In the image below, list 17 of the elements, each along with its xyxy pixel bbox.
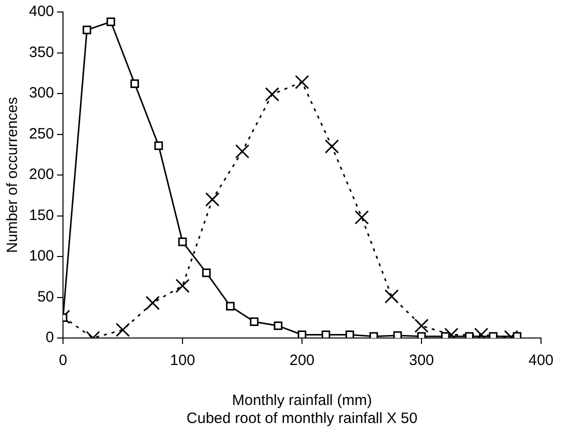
y-tick-label: 300 [28,84,54,102]
y-axis-title: Number of occurrences [4,97,22,253]
y-tick-label: 0 [46,329,54,346]
y-tick-label: 400 [28,3,54,20]
x-tick-label: 0 [58,352,68,370]
x-axis-title: Monthly rainfall (mm) [232,392,372,410]
y-tick-label: 50 [37,288,54,306]
y-tick-label: 250 [28,125,54,142]
x-tick-label: 400 [528,352,554,370]
text: Cubed root of monthly rainfall X 50 [186,410,418,428]
x-tick-label: 100 [170,352,196,370]
y-tick-label: 350 [28,44,54,61]
y-tick-label: 150 [28,206,54,224]
y-tick-label: 100 [28,248,54,265]
x-tick-label: 300 [408,352,434,370]
x-tick-label: 200 [290,352,315,370]
y-tick-label: 200 [28,166,54,184]
